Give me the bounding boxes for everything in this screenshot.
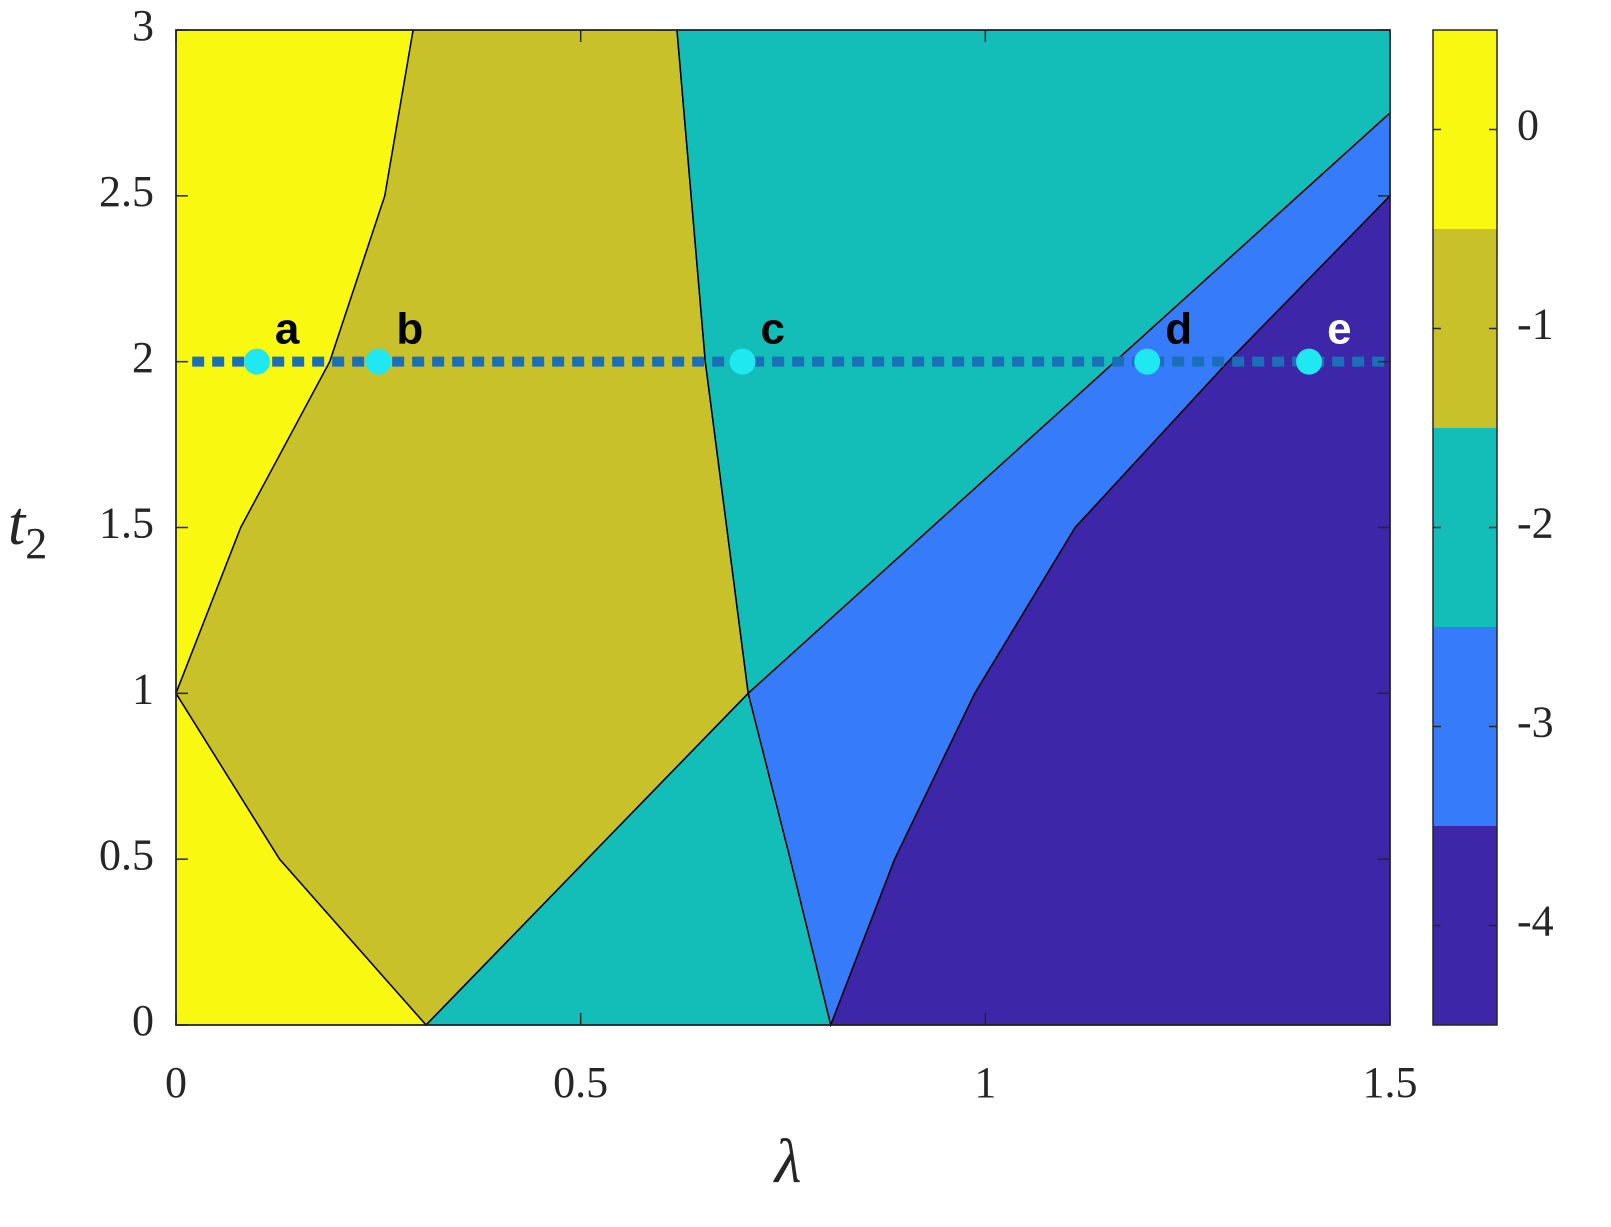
y-tick-label: 1.5 [99, 499, 154, 548]
x-tick-label: 1 [974, 1058, 996, 1107]
point-label: a [275, 304, 300, 353]
y-axis-label: t2 [8, 490, 47, 568]
y-tick-label: 0.5 [99, 830, 154, 879]
colorbar-swatch [1433, 229, 1497, 428]
colorbar-tick-label: 0 [1517, 101, 1539, 150]
point [1296, 348, 1323, 375]
y-tick-label: 2.5 [99, 167, 154, 216]
point-label: d [1165, 304, 1192, 353]
colorbar-tick-label: -4 [1517, 897, 1554, 946]
x-axis-label: λ [773, 1128, 802, 1196]
point [729, 348, 756, 375]
colorbar-swatch [1433, 627, 1497, 826]
point [1134, 348, 1161, 375]
colorbar-swatch [1433, 428, 1497, 627]
y-tick-label: 1 [132, 664, 154, 713]
colorbar-tick-label: -1 [1517, 300, 1554, 349]
point-label: e [1327, 304, 1351, 353]
point [243, 348, 270, 375]
y-axis-label-main: t [8, 490, 27, 558]
y-axis-label-sub: 2 [25, 519, 47, 568]
x-tick-label: 0 [165, 1058, 187, 1107]
y-tick-label: 0 [132, 996, 154, 1045]
point-label: c [761, 304, 785, 353]
point-label: b [396, 304, 423, 353]
y-tick-label: 2 [132, 333, 154, 382]
colorbar-tick-label: -3 [1517, 698, 1554, 747]
x-tick-label: 0.5 [553, 1058, 608, 1107]
y-tick-label: 3 [132, 1, 154, 50]
colorbar-swatch [1433, 30, 1497, 229]
x-tick-label: 1.5 [1363, 1058, 1418, 1107]
colorbar-tick-label: -2 [1517, 499, 1554, 548]
colorbar-swatch [1433, 826, 1497, 1025]
point [365, 348, 392, 375]
